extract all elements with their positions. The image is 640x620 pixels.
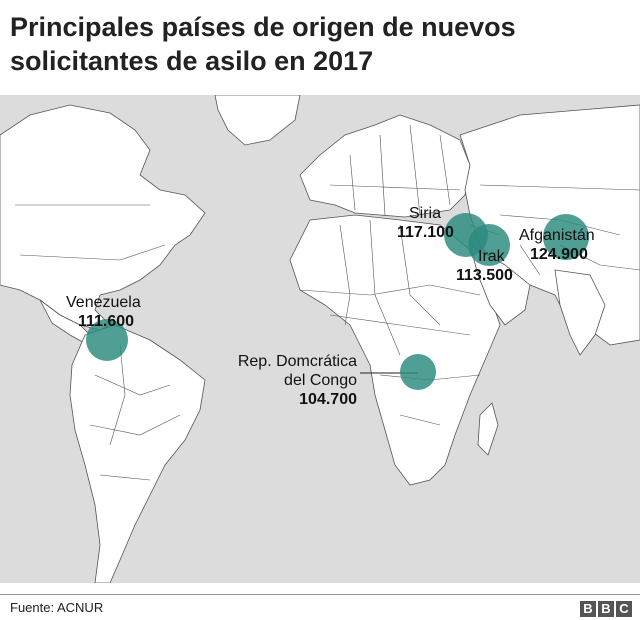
south-america-landmass xyxy=(69,324,206,583)
label-siria: Siria 117.100 xyxy=(397,204,454,242)
label-congo-name-line2: del Congo xyxy=(284,372,357,389)
label-irak-value: 113.500 xyxy=(456,267,513,284)
world-map: Venezuela 111.600 Siria 117.100 Irak 113… xyxy=(0,95,640,583)
label-irak-name: Irak xyxy=(478,248,505,265)
label-siria-value: 117.100 xyxy=(397,224,454,241)
europe-landmass xyxy=(299,114,471,218)
bubble-venezuela xyxy=(86,319,128,361)
source-note: Fuente: ACNUR xyxy=(10,600,104,615)
label-afganistan: Afganistán 124.900 xyxy=(519,226,595,264)
logo-letter-c: C xyxy=(616,601,632,617)
bbc-logo: B B C xyxy=(580,601,632,617)
label-congo-name-line1: Rep. Domcrática xyxy=(237,353,357,370)
label-venezuela-name: Venezuela xyxy=(66,294,141,311)
label-congo-value: 104.700 xyxy=(299,391,357,408)
label-congo: Rep. Domcrática del Congo 104.700 xyxy=(227,352,357,409)
label-siria-name: Siria xyxy=(409,205,442,222)
label-venezuela: Venezuela 111.600 xyxy=(66,293,141,331)
bubble-afganistan xyxy=(543,214,589,260)
india-landmass xyxy=(554,269,606,356)
map-title: Principales países de origen de nuevos s… xyxy=(10,12,516,76)
greenland-landmass xyxy=(214,95,301,146)
label-afganistan-value: 124.900 xyxy=(530,246,588,263)
bubble-irak xyxy=(468,224,510,266)
bubble-congo xyxy=(400,354,436,390)
footer-divider xyxy=(0,594,640,595)
madagascar-landmass xyxy=(477,402,499,456)
label-venezuela-value: 111.600 xyxy=(78,313,135,330)
label-irak: Irak 113.500 xyxy=(456,247,513,285)
label-afganistan-name: Afganistán xyxy=(519,227,595,244)
logo-letter-b2: B xyxy=(598,601,614,617)
logo-letter-b1: B xyxy=(580,601,596,617)
map-svg xyxy=(0,95,640,583)
